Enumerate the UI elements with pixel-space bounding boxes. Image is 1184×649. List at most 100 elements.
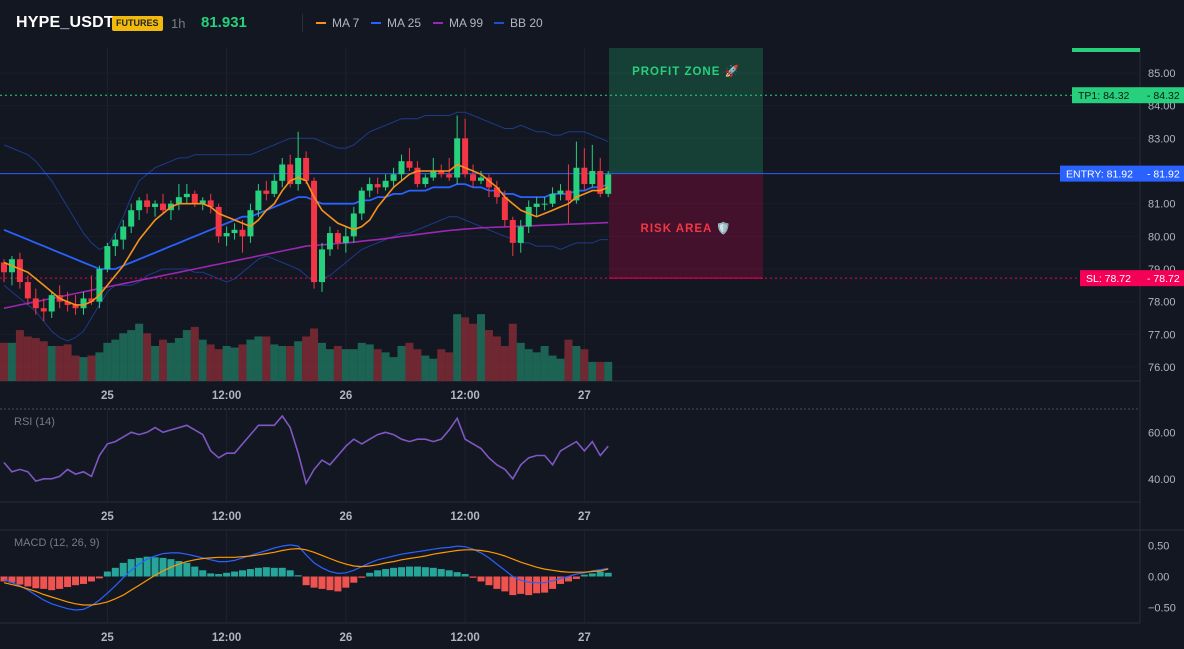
volume-bar bbox=[508, 323, 517, 381]
macd-histogram-bar bbox=[477, 576, 485, 582]
macd-histogram-bar bbox=[469, 576, 477, 578]
macd-histogram-bar bbox=[16, 576, 24, 585]
volume-bar bbox=[182, 330, 191, 381]
macd-histogram-bar bbox=[207, 573, 215, 577]
macd-histogram-bar bbox=[342, 576, 350, 588]
macd-tick-label: 0.00 bbox=[1148, 572, 1169, 584]
macd-histogram-bar bbox=[119, 562, 127, 577]
macd-histogram-bar bbox=[143, 556, 151, 577]
timeframe-label[interactable]: 1h bbox=[171, 16, 186, 31]
volume-bar bbox=[572, 346, 581, 381]
macd-histogram-bar bbox=[382, 569, 390, 577]
candle-body bbox=[509, 220, 516, 243]
volume-bar bbox=[302, 336, 311, 381]
macd-histogram-bar bbox=[350, 576, 358, 583]
time-tick-label: 12:00 bbox=[450, 390, 479, 402]
candle-body bbox=[303, 157, 310, 181]
macd-histogram-bar bbox=[32, 576, 40, 589]
volume-bar bbox=[532, 352, 541, 381]
volume-bar bbox=[222, 346, 231, 381]
candle-body bbox=[350, 213, 357, 237]
volume-bar bbox=[63, 344, 72, 381]
macd-histogram-bar bbox=[127, 559, 135, 577]
time-tick-label: 12:00 bbox=[212, 390, 241, 402]
tp1-level-value: - 84.32 bbox=[1147, 90, 1180, 102]
time-tick-label: 26 bbox=[339, 390, 352, 402]
macd-histogram-bar bbox=[183, 562, 191, 577]
macd-histogram-bar bbox=[525, 576, 533, 596]
macd-histogram-bar bbox=[135, 557, 143, 577]
candle-body bbox=[311, 180, 318, 283]
candle-body bbox=[493, 187, 500, 198]
macd-histogram-bar bbox=[111, 567, 119, 577]
candle-body bbox=[80, 298, 87, 309]
candle-body bbox=[88, 298, 95, 302]
candle-body bbox=[120, 226, 127, 240]
volume-bar bbox=[79, 357, 88, 381]
legend-ma99[interactable]: MA 99 bbox=[433, 16, 483, 30]
price-tick-label: 77.00 bbox=[1148, 329, 1176, 341]
candle-body bbox=[390, 174, 397, 181]
sl-level-value: - 78.72 bbox=[1147, 273, 1180, 285]
macd-histogram-bar bbox=[278, 567, 286, 577]
candle-body bbox=[40, 308, 47, 312]
volume-bar bbox=[564, 339, 573, 381]
candle-body bbox=[231, 229, 238, 234]
risk-zone bbox=[609, 173, 763, 279]
macd-histogram-bar bbox=[398, 567, 405, 577]
symbol-title[interactable]: HYPE_USDT bbox=[16, 14, 114, 31]
macd-histogram-bar bbox=[445, 570, 453, 577]
macd-histogram-bar bbox=[175, 561, 183, 577]
candle-body bbox=[32, 298, 39, 309]
volume-bar bbox=[127, 330, 136, 381]
candle-body bbox=[462, 138, 469, 175]
volume-bar bbox=[461, 317, 470, 381]
entry-level-badge bbox=[1060, 165, 1184, 182]
rsi-tick-label: 40.00 bbox=[1148, 474, 1176, 486]
time-tick-label: 27 bbox=[578, 632, 591, 644]
macd-histogram-bar bbox=[270, 567, 278, 577]
candle-body bbox=[549, 193, 556, 204]
tp1-level-badge bbox=[1072, 87, 1184, 104]
legend-ma7[interactable]: MA 7 bbox=[316, 16, 359, 30]
candle-body bbox=[501, 197, 508, 220]
legend-bb20[interactable]: BB 20 bbox=[494, 16, 543, 30]
macd-histogram-bar bbox=[151, 557, 159, 577]
candle-body bbox=[152, 203, 159, 207]
volume-bar bbox=[262, 336, 271, 381]
macd-histogram-bar bbox=[215, 574, 223, 577]
price-tick-label: 85.00 bbox=[1148, 68, 1176, 80]
macd-histogram-bar bbox=[326, 576, 334, 591]
futures-badge: FUTURES bbox=[112, 16, 163, 31]
time-tick-label: 26 bbox=[339, 632, 352, 644]
volume-bar bbox=[206, 344, 215, 381]
volume-bar bbox=[55, 346, 64, 381]
rsi-title: RSI (14) bbox=[14, 416, 55, 428]
volume-bar bbox=[318, 342, 326, 381]
volume-bar bbox=[143, 333, 152, 381]
volume-bar bbox=[556, 358, 565, 381]
time-tick-label: 26 bbox=[339, 511, 352, 523]
volume-bar bbox=[357, 342, 366, 381]
candle-body bbox=[605, 174, 612, 194]
macd-histogram-bar bbox=[48, 576, 56, 591]
macd-histogram-bar bbox=[517, 576, 525, 594]
macd-histogram-bar bbox=[254, 567, 262, 577]
candle-body bbox=[263, 190, 270, 194]
volume-bar bbox=[381, 352, 390, 381]
macd-histogram-bar bbox=[604, 572, 612, 577]
candle-body bbox=[319, 249, 325, 283]
macd-line bbox=[3, 544, 609, 611]
candle-body bbox=[271, 180, 278, 194]
volume-bar bbox=[0, 342, 8, 381]
volume-bar bbox=[325, 349, 334, 381]
volume-bar bbox=[103, 342, 112, 381]
macd-histogram-bar bbox=[453, 572, 461, 577]
legend-ma25[interactable]: MA 25 bbox=[371, 16, 421, 30]
volume-bar bbox=[159, 339, 167, 381]
candle-body bbox=[136, 200, 143, 211]
macd-histogram-bar bbox=[405, 566, 413, 577]
volume-bar bbox=[31, 338, 40, 381]
volume-bar bbox=[166, 342, 175, 381]
